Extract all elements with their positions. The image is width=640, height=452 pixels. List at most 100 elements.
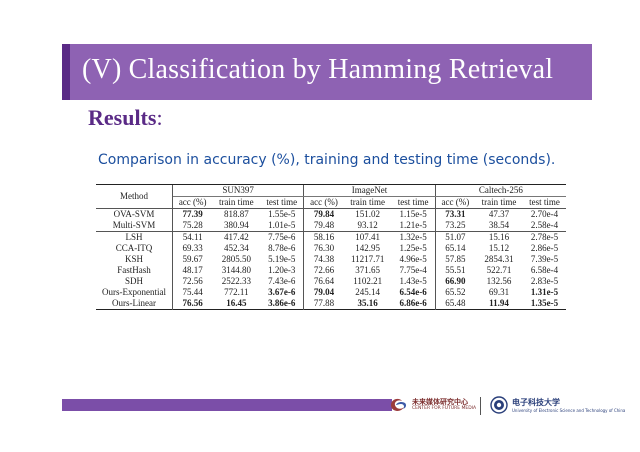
table-row: CCA-ITQ 69.33 452.34 8.78e-6 76.30 142.95 1.25… (96, 243, 566, 254)
table-subheader-row: acc (%) train time test time acc (%) train t… (96, 196, 566, 209)
table-cell: 1.21e-5 (391, 220, 436, 232)
table-cell: 3.86e-6 (260, 298, 305, 310)
column-header: test time (391, 196, 436, 209)
table-cell: 79.84 (313, 209, 335, 219)
table-cell: 72.56 (182, 276, 203, 286)
row-method-label: Ours-Exponential (96, 287, 173, 298)
future-media-logo-icon (391, 398, 407, 411)
table-cell: 380.94 (223, 220, 249, 230)
table-cell: 1.20e-3 (260, 265, 305, 276)
footer-band (62, 399, 392, 411)
table-cell: 2522.33 (221, 276, 251, 286)
table-cell: 245.14 (355, 287, 381, 297)
row-method-label: CCA-ITQ (96, 243, 173, 254)
table-cell: 76.56 (182, 298, 203, 308)
title-band (62, 44, 592, 100)
title-stripe (62, 44, 70, 100)
table-cell: 2.58e-4 (530, 220, 559, 230)
table-cell: 15.16 (488, 232, 510, 242)
table-cell: 522.71 (486, 265, 512, 275)
table-cell: 48.17 (182, 265, 203, 275)
table-cell: 51.07 (445, 232, 466, 242)
table-cell: 1.32e-5 (391, 232, 436, 243)
column-header: train time (350, 197, 386, 207)
org1-subname: CENTER FOR FUTURE MEDIA (412, 406, 477, 411)
table-cell: 15.12 (488, 243, 510, 253)
column-header: train time (218, 197, 254, 207)
table-row: Ours-Exponential 75.44 772.11 3.67e-6 79.04 2… (96, 287, 566, 298)
table-cell: 75.44 (182, 287, 203, 297)
table-cell: 74.38 (313, 254, 335, 264)
row-method-label: LSH (96, 232, 173, 243)
table-cell: 16.45 (226, 298, 247, 308)
table-cell: 417.42 (223, 232, 249, 242)
table-rule (96, 208, 566, 209)
table-cell: 772.11 (224, 287, 249, 297)
column-group-header: Caltech-256 (435, 185, 566, 197)
table-rule (96, 231, 566, 232)
table-cell: 2.70e-4 (530, 209, 559, 219)
table-cell: 132.56 (486, 276, 512, 286)
section-heading: Results: (88, 105, 163, 131)
table-row: OVA-SVM 77.39 818.87 1.55e-5 79.84 151.02 1.15… (96, 209, 566, 220)
table-cell: 7.75e-4 (391, 265, 436, 276)
table-cell: 79.48 (313, 220, 335, 230)
table-cell: 38.54 (488, 220, 510, 230)
table-cell: 1102.21 (353, 276, 383, 286)
table-rule (96, 309, 566, 310)
table-cell: 7.43e-6 (260, 276, 305, 287)
table-row: Multi-SVM 75.28 380.94 1.01e-5 79.48 93.12 1.2… (96, 220, 566, 232)
table-cell: 6.86e-6 (391, 298, 436, 310)
table-cell: 818.87 (223, 209, 249, 219)
table-cell: 66.90 (445, 276, 466, 286)
table-cell: 1.35e-5 (530, 298, 559, 308)
row-method-label: Multi-SVM (96, 220, 173, 232)
table-cell: 93.12 (357, 220, 378, 230)
table-cell: 72.66 (313, 265, 335, 275)
table-cell: 107.41 (355, 232, 381, 242)
row-method-label: FastHash (96, 265, 173, 276)
table-row: LSH 54.11 417.42 7.75e-6 58.16 107.41 1.32e-5 5… (96, 232, 566, 243)
slide-title: (V) Classification by Hamming Retrieval (82, 54, 554, 85)
column-header: acc (%) (178, 197, 207, 207)
table-cell: 11217.71 (350, 254, 385, 264)
table-cell: 54.11 (182, 232, 203, 242)
table-cell: 7.75e-6 (260, 232, 305, 243)
table-cell: 65.52 (445, 287, 466, 297)
table-row: KSH 59.67 2805.50 5.19e-5 74.38 11217.71 4.96e… (96, 254, 566, 265)
table-cell: 6.54e-6 (391, 287, 436, 298)
table-cell: 5.19e-5 (260, 254, 305, 265)
column-group-header: ImageNet (303, 185, 436, 197)
table-cell: 65.14 (445, 243, 466, 253)
org1-name: 未来媒体研究中心 (412, 398, 468, 406)
table-cell: 1.31e-5 (530, 287, 559, 297)
results-table: Method SUN397 ImageNet Caltech-256 acc (%) tr… (96, 184, 566, 310)
table-row: Ours-Linear 76.56 16.45 3.86e-6 77.88 35.16 6.… (96, 298, 566, 310)
table-cell: 75.28 (182, 220, 203, 230)
table-rule (96, 184, 566, 185)
table-cell: 151.02 (355, 209, 381, 219)
table-cell: 79.04 (313, 287, 335, 297)
table-cell: 47.37 (488, 209, 510, 219)
org2-subname: University of Electronic Science and Tec… (512, 408, 626, 413)
table-header-row: Method SUN397 ImageNet Caltech-256 (96, 185, 566, 209)
table-cell: 2805.50 (221, 254, 251, 264)
table-cell: 11.94 (489, 298, 509, 308)
table-cell: 65.48 (445, 298, 466, 308)
table-cell: 3.67e-6 (260, 287, 305, 298)
column-header-method: Method (96, 185, 173, 209)
table-cell: 6.58e-4 (530, 265, 559, 275)
table-cell: 76.64 (313, 276, 335, 286)
table-cell: 7.39e-5 (530, 254, 559, 264)
table-cell: 77.88 (313, 298, 335, 308)
table-cell: 2.83e-5 (530, 276, 559, 286)
table-cell: 69.33 (182, 243, 203, 253)
table-cell: 142.95 (355, 243, 381, 253)
table-cell: 35.16 (357, 298, 378, 308)
column-header: train time (481, 197, 517, 207)
column-header: test time (529, 197, 560, 207)
table-cell: 55.51 (445, 265, 466, 275)
table-cell: 1.01e-5 (260, 220, 305, 232)
table-cell: 73.31 (445, 209, 466, 219)
